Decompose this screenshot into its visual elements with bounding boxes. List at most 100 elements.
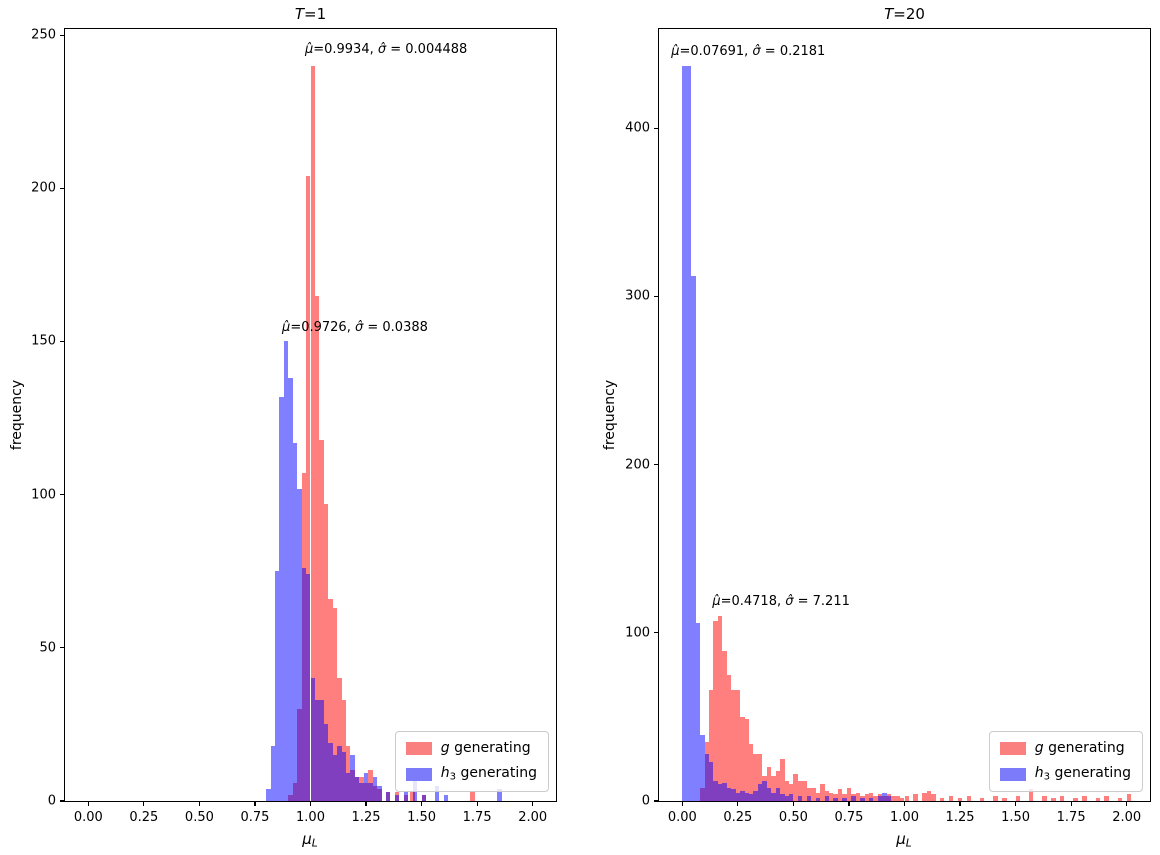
- histogram-bar: [386, 791, 391, 801]
- histogram-bar: [1015, 795, 1021, 801]
- histogram-bar: [788, 794, 794, 801]
- y-tick-label: 400: [625, 120, 650, 136]
- histogram-bar: [797, 780, 803, 801]
- y-tick-label: 0: [47, 793, 56, 809]
- histogram-bar: [891, 795, 896, 801]
- legend-item-g-generating: g generating: [999, 740, 1131, 756]
- histogram-bar: [895, 795, 901, 801]
- histogram-bar: [1002, 797, 1007, 801]
- y-axis-label: frequency: [602, 379, 618, 451]
- histogram-bar: [319, 439, 324, 801]
- histogram-bar: [691, 276, 696, 801]
- histogram-bar: [1117, 797, 1123, 801]
- x-tick-mark: [198, 802, 200, 806]
- histogram-bar: [323, 724, 329, 801]
- histogram-bar: [740, 716, 745, 801]
- histogram-panel-t20: T=20 frequency 0.00 0.25 0.50 0.75 1.00 1.25 1…: [580, 0, 1160, 855]
- histogram-bar: [377, 785, 382, 801]
- histogram-bar: [900, 797, 905, 801]
- histogram-bar: [868, 797, 874, 801]
- panel-title: T=20: [659, 5, 1150, 23]
- histogram-bar: [421, 794, 427, 801]
- histogram-bar: [753, 753, 758, 801]
- histogram-bar: [704, 753, 709, 801]
- histogram-bar: [372, 776, 378, 801]
- histogram-bar: [860, 797, 865, 801]
- histogram-bar: [1095, 797, 1100, 801]
- panel-title-variable: T: [884, 5, 894, 23]
- histogram-bar: [310, 678, 315, 801]
- legend-swatch-blue: [999, 767, 1026, 781]
- histogram-bar: [824, 790, 829, 801]
- histogram-bar: [855, 792, 861, 801]
- stat-annotation: μ̂=0.9934, σ̂ = 0.004488: [305, 42, 467, 57]
- y-tick-mark: [654, 800, 658, 802]
- histogram-bar: [784, 795, 789, 801]
- histogram-bar: [314, 295, 320, 801]
- y-tick-mark: [654, 464, 658, 466]
- histogram-bar: [793, 774, 798, 801]
- panel-title: T=1: [65, 5, 556, 23]
- histogram-bar: [266, 788, 271, 801]
- histogram-bar: [815, 792, 821, 801]
- histogram-bar: [828, 792, 834, 801]
- legend-label: h3 generating: [1034, 765, 1131, 783]
- x-tick-mark: [254, 802, 256, 806]
- histogram-bar: [314, 699, 320, 801]
- annotation-symbol: μ̂: [304, 41, 314, 57]
- histogram-bar: [354, 776, 360, 801]
- histogram-bar: [713, 621, 718, 801]
- y-tick-label: 150: [31, 333, 56, 349]
- x-tick-mark: [87, 802, 89, 806]
- y-tick-label: 200: [625, 457, 650, 473]
- histogram-bar: [1073, 797, 1078, 801]
- y-tick-mark: [60, 34, 64, 36]
- histogram-bar: [722, 782, 727, 801]
- x-axis-label-mu: μ: [302, 830, 312, 848]
- histogram-bar: [1104, 795, 1109, 801]
- histogram-bar: [310, 65, 315, 801]
- x-tick-label: 0.25: [129, 810, 159, 825]
- histogram-bar: [497, 788, 502, 801]
- histogram-bar: [940, 797, 945, 801]
- histogram-bar: [1082, 795, 1087, 801]
- y-tick-mark: [654, 295, 658, 297]
- x-tick-label: 0.50: [184, 810, 214, 825]
- histogram-bar: [328, 598, 333, 801]
- annotation-symbol: σ̂: [785, 594, 794, 610]
- histogram-bar: [740, 790, 745, 801]
- histogram-bar: [731, 789, 736, 801]
- histogram-bar: [708, 762, 714, 801]
- x-tick-mark: [1014, 802, 1017, 806]
- histogram-bar: [708, 690, 714, 801]
- histogram-bar: [824, 795, 829, 801]
- legend-swatch-red: [999, 741, 1026, 755]
- histogram-bar: [757, 784, 763, 801]
- histogram-bar: [735, 690, 741, 801]
- histogram-bar: [359, 782, 364, 801]
- x-tick-mark: [365, 802, 367, 806]
- histogram-bar: [931, 794, 936, 801]
- histogram-bar: [780, 758, 785, 801]
- histogram-bar: [1051, 797, 1056, 801]
- histogram-bar: [780, 794, 785, 801]
- annotation-value: =0.9934,: [313, 41, 378, 57]
- histogram-bar: [833, 797, 838, 801]
- histogram-bar: [748, 794, 754, 801]
- histogram-bar: [877, 795, 883, 801]
- x-tick-label: 1.25: [945, 810, 975, 825]
- x-tick-mark: [792, 802, 794, 806]
- histogram-bar: [788, 784, 794, 801]
- x-tick-label: 1.50: [1001, 810, 1031, 825]
- histogram-bar: [846, 787, 852, 801]
- histogram-bar: [806, 795, 812, 801]
- histogram-bar: [717, 616, 723, 801]
- histogram-bar: [274, 571, 280, 801]
- y-tick-mark: [60, 187, 64, 189]
- histogram-bar: [279, 396, 284, 801]
- y-tick-label: 300: [625, 288, 650, 304]
- histogram-bar: [766, 767, 772, 801]
- histogram-bar: [726, 787, 732, 801]
- y-tick-label: 100: [625, 625, 650, 641]
